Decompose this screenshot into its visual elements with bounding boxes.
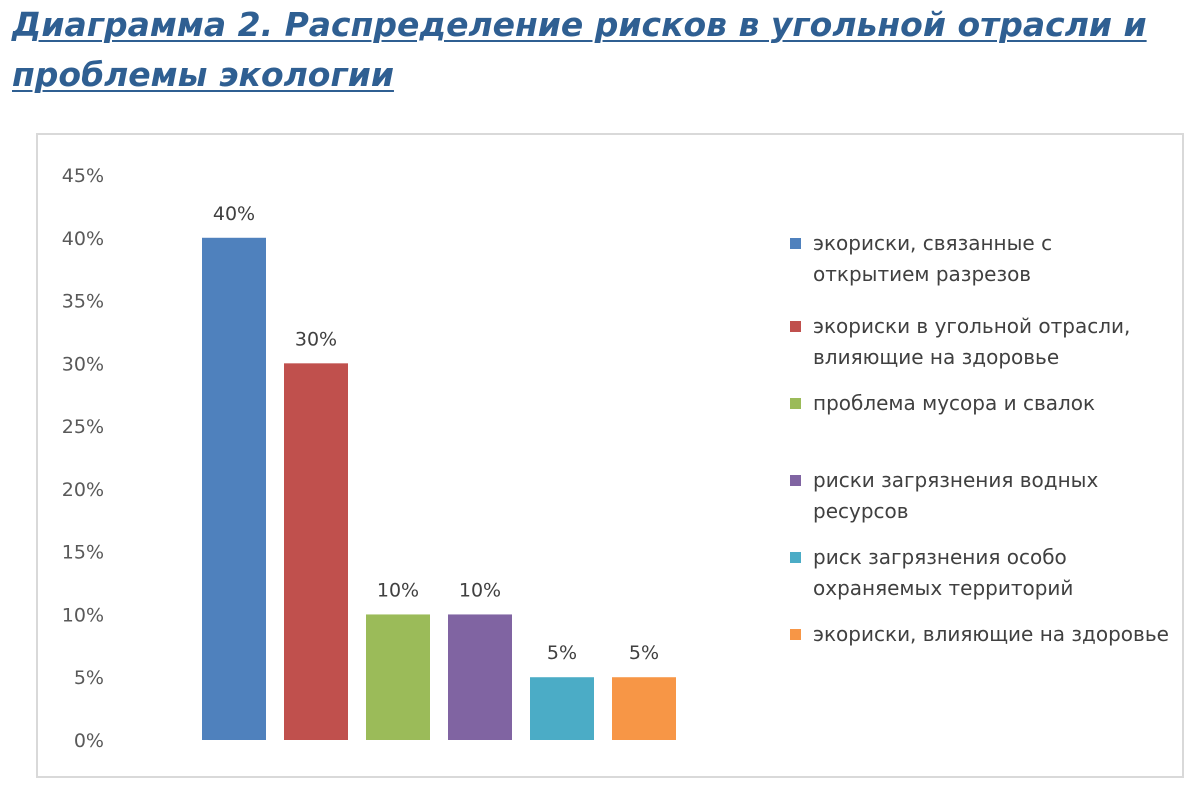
- legend-label: экориски, влияющие на здоровье: [813, 622, 1169, 646]
- legend-item-4: риски загрязнения водных ресурсов: [790, 465, 1170, 527]
- legend-swatch: [790, 475, 801, 486]
- bar-6-data-label: 5%: [629, 642, 659, 664]
- page-title: Диаграмма 2. Распределение рисков в угол…: [12, 0, 1182, 100]
- bar-6: [612, 677, 676, 740]
- y-tick-label: 45%: [62, 165, 104, 187]
- legend-swatch: [790, 321, 801, 332]
- bar-1-data-label: 40%: [213, 203, 255, 225]
- legend-item-1: экориски, связанные с открытием разрезов: [790, 228, 1170, 290]
- bar-1: [202, 237, 266, 740]
- bar-5-data-label: 5%: [547, 642, 577, 664]
- y-tick-label: 20%: [62, 479, 104, 501]
- bar-5: [530, 677, 594, 740]
- bar-3: [366, 614, 430, 740]
- legend-swatch: [790, 398, 801, 409]
- y-tick-label: 25%: [62, 416, 104, 438]
- y-tick-label: 15%: [62, 542, 104, 564]
- bar-2: [284, 363, 348, 740]
- y-tick-label: 10%: [62, 604, 104, 626]
- legend-swatch: [790, 238, 801, 249]
- bar-3-data-label: 10%: [377, 579, 419, 601]
- y-tick-label: 35%: [62, 291, 104, 313]
- legend-swatch: [790, 629, 801, 640]
- y-tick-label: 5%: [74, 667, 104, 689]
- legend-label: экориски, связанные с открытием разрезов: [813, 231, 1053, 286]
- legend-item-6: экориски, влияющие на здоровье: [790, 619, 1170, 650]
- page-title-line-2: проблемы экологии: [12, 55, 394, 94]
- bar-2-data-label: 30%: [295, 328, 337, 350]
- legend-label: риск загрязнения особо охраняемых террит…: [813, 545, 1074, 600]
- y-tick-label: 0%: [74, 730, 104, 752]
- legend-swatch: [790, 552, 801, 563]
- legend-label: экориски в угольной отрасли, влияющие на…: [813, 314, 1131, 369]
- legend-item-3: проблема мусора и свалок: [790, 388, 1170, 419]
- y-tick-label: 40%: [62, 228, 104, 250]
- legend-label: проблема мусора и свалок: [813, 391, 1096, 415]
- legend-item-5: риск загрязнения особо охраняемых террит…: [790, 542, 1170, 604]
- legend-label: риски загрязнения водных ресурсов: [813, 468, 1099, 523]
- y-tick-label: 30%: [62, 353, 104, 375]
- bar-4: [448, 614, 512, 740]
- bar-4-data-label: 10%: [459, 579, 501, 601]
- legend-item-2: экориски в угольной отрасли, влияющие на…: [790, 311, 1170, 373]
- page-title-line-1: Диаграмма 2. Распределение рисков в угол…: [12, 5, 1147, 44]
